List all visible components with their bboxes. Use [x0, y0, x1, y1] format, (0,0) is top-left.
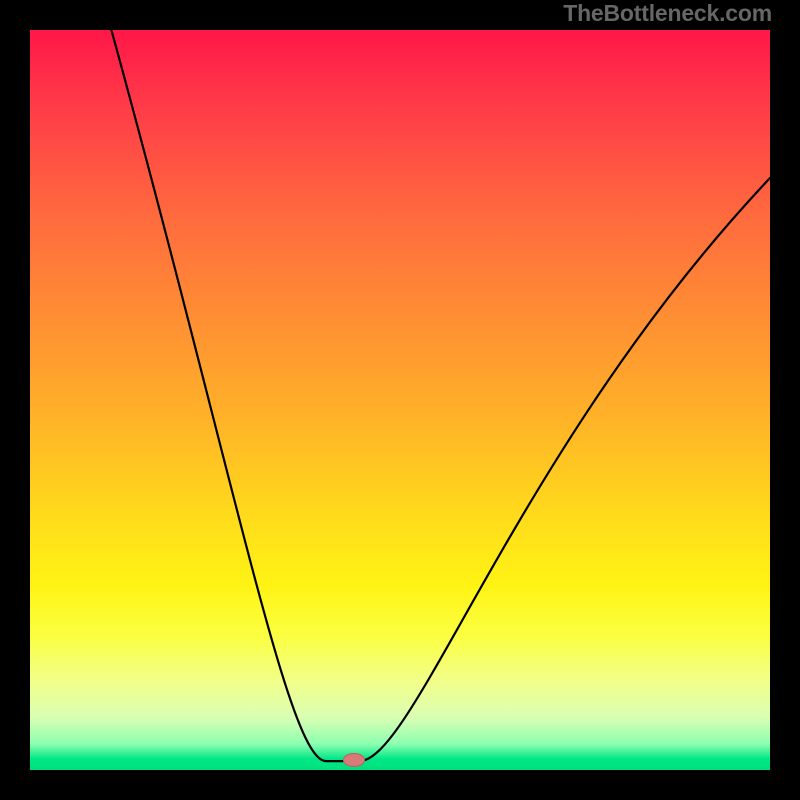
plot-area	[30, 30, 770, 770]
watermark-text: TheBottleneck.com	[563, 0, 772, 27]
bottleneck-curve	[30, 30, 770, 770]
outer-frame: TheBottleneck.com	[0, 0, 800, 800]
